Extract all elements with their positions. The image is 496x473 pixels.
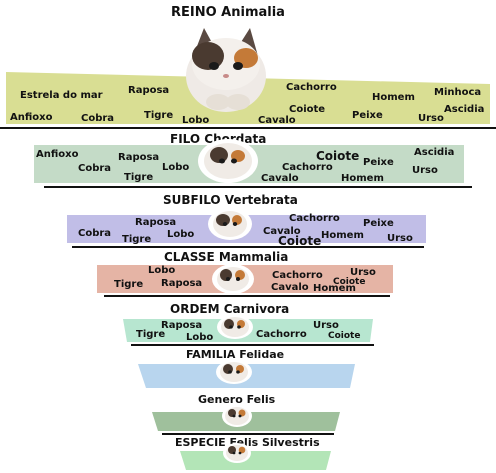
taxon-label: Urso	[350, 267, 376, 278]
taxon-label: Peixe	[352, 110, 383, 121]
taxon-label: Coiote	[289, 104, 326, 115]
taxon-label: Homem	[321, 230, 364, 241]
taxon-label: Raposa	[161, 320, 203, 331]
taxon-label: Ascidia	[444, 104, 485, 115]
taxon-label: Cachorro	[289, 213, 340, 224]
taxon-label: Lobo	[148, 265, 176, 276]
taxon-label: Coiote	[328, 331, 361, 341]
kitten-image	[215, 359, 253, 385]
level-separator	[131, 344, 374, 346]
kitten-image	[197, 138, 259, 184]
taxon-label: Raposa	[161, 278, 203, 289]
taxon-label: Minhoca	[434, 87, 482, 98]
taxon-label: Cobra	[78, 228, 112, 239]
taxon-label: Cobra	[78, 163, 112, 174]
taxon-label: Coiote	[278, 234, 322, 248]
level-title-genero: Genero Felis	[198, 393, 276, 406]
taxon-label: Raposa	[118, 152, 160, 163]
kitten-image	[221, 404, 253, 428]
taxon-label: Lobo	[167, 229, 195, 240]
taxon-label: Peixe	[363, 218, 394, 229]
level-title-subfilo: SUBFILO Vertebrata	[163, 193, 298, 207]
taxon-label: Urso	[387, 233, 413, 244]
band-shape	[180, 451, 331, 470]
kitten-image	[222, 442, 252, 464]
taxon-label: Homem	[341, 173, 384, 184]
taxon-label: Anfioxo	[36, 149, 79, 160]
taxon-label: Anfioxo	[10, 112, 53, 123]
level-title-reino: REINO Animalia	[171, 5, 285, 20]
taxon-label: Cobra	[81, 113, 115, 124]
taxon-label: Tigre	[114, 279, 144, 290]
taxon-label: Tigre	[136, 329, 166, 340]
taxon-label: Coiote	[316, 149, 360, 163]
band-especie	[0, 451, 496, 471]
level-separator	[162, 433, 334, 435]
taxon-label: Coiote	[333, 277, 366, 287]
level-title-classe: CLASSE Mammalia	[164, 250, 289, 264]
taxon-label: Cachorro	[286, 82, 337, 93]
taxon-label: Urso	[313, 320, 339, 331]
taxon-label: Lobo	[162, 162, 190, 173]
taxon-label: Urso	[418, 113, 444, 124]
level-title-especie: ESPECIE Felis Silvestris	[175, 436, 320, 449]
level-separator	[44, 186, 472, 188]
taxon-label: Cavalo	[263, 226, 301, 237]
taxon-label: Estrela do mar	[20, 90, 103, 101]
kitten-image	[211, 263, 255, 295]
level-separator	[104, 295, 390, 297]
kitten-image	[176, 24, 276, 114]
taxon-label: Tigre	[124, 172, 154, 183]
taxon-label: Peixe	[363, 157, 394, 168]
taxon-label: Lobo	[186, 332, 214, 343]
taxon-label: Tigre	[122, 234, 152, 245]
taxon-label: Raposa	[135, 217, 177, 228]
taxon-label: Tigre	[144, 110, 174, 121]
level-separator	[72, 246, 424, 248]
taxon-label: Lobo	[182, 115, 210, 126]
taxon-label: Homem	[372, 92, 415, 103]
level-separator	[0, 127, 496, 129]
taxon-label: Cavalo	[271, 282, 309, 293]
taxon-label: Cavalo	[258, 115, 296, 126]
taxon-label: Ascidia	[414, 147, 455, 158]
kitten-image	[216, 314, 254, 340]
kitten-image	[207, 207, 253, 241]
taxon-label: Cavalo	[261, 173, 299, 184]
taxon-label: Homem	[313, 283, 356, 294]
taxon-label: Raposa	[128, 85, 170, 96]
level-title-familia: FAMILIA Felidae	[186, 348, 285, 361]
taxon-label: Urso	[412, 165, 438, 176]
taxon-label: Cachorro	[282, 162, 333, 173]
taxon-label: Cachorro	[272, 270, 323, 281]
taxon-label: Cachorro	[256, 329, 307, 340]
level-title-ordem: ORDEM Carnivora	[170, 302, 290, 316]
